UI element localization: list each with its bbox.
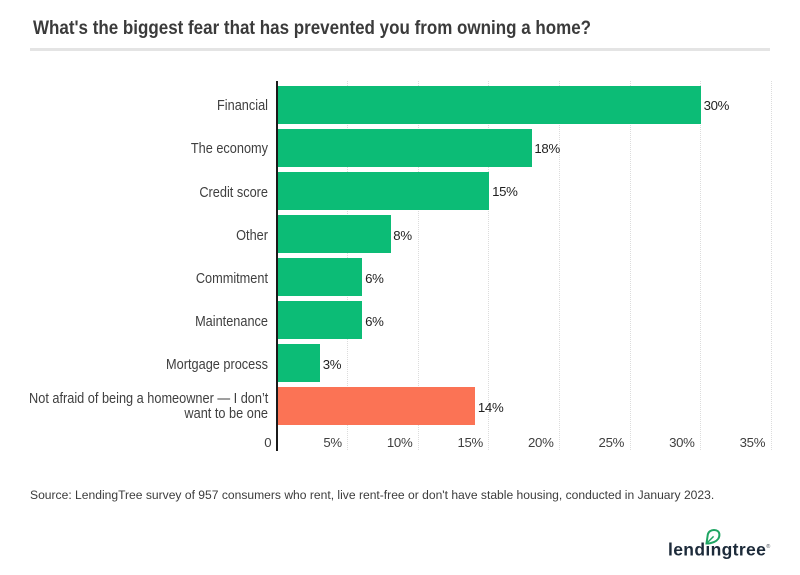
svg-text:®: ® xyxy=(766,543,770,550)
svg-text:lendıngtree: lendıngtree xyxy=(668,539,766,559)
